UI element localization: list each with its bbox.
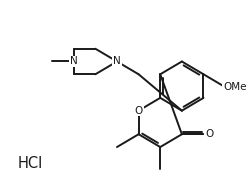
Text: N: N — [70, 56, 78, 66]
Text: HCl: HCl — [18, 156, 43, 171]
Text: O: O — [134, 106, 143, 116]
Text: N: N — [113, 56, 121, 66]
Text: O: O — [205, 129, 214, 139]
Text: OMe: OMe — [223, 82, 247, 92]
